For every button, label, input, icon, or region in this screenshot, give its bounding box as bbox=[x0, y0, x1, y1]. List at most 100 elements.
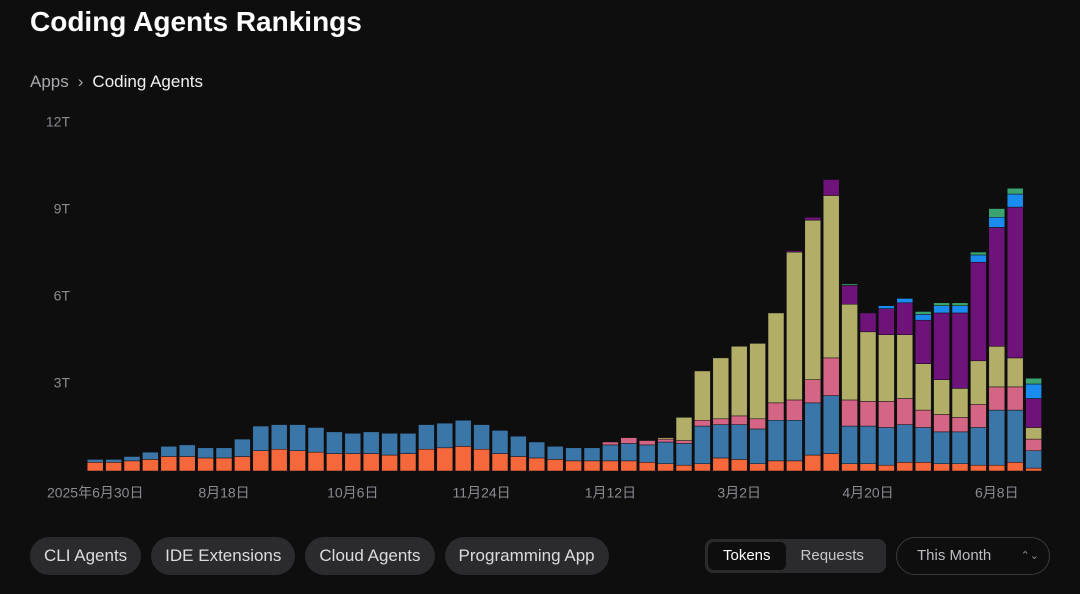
bar-segment bbox=[988, 208, 1006, 218]
bar-segment bbox=[399, 453, 417, 472]
bar-segment bbox=[896, 302, 914, 335]
filter-chips: CLI Agents IDE Extensions Cloud Agents P… bbox=[30, 537, 609, 575]
bar-segment bbox=[914, 427, 932, 463]
breadcrumb-current: Coding Agents bbox=[92, 72, 204, 91]
bar-segment bbox=[565, 447, 582, 462]
bar-segment bbox=[270, 424, 288, 450]
bar-segment bbox=[197, 447, 214, 459]
bar-segment bbox=[951, 417, 969, 433]
bar-segment bbox=[988, 346, 1006, 388]
bar-segment bbox=[933, 379, 950, 415]
bar-segment bbox=[694, 463, 711, 472]
bar-segment bbox=[473, 449, 490, 472]
bar-segment bbox=[473, 424, 490, 450]
bar-segment bbox=[1025, 438, 1042, 451]
bar-segment bbox=[988, 464, 1006, 472]
bar-segment bbox=[362, 453, 380, 472]
bar-segment bbox=[657, 438, 674, 443]
bar-segment bbox=[988, 227, 1006, 347]
bar-segment bbox=[510, 435, 527, 457]
period-dropdown[interactable]: This Month ⌃⌄ bbox=[896, 537, 1050, 575]
bar-segment bbox=[933, 302, 950, 306]
bar-segment bbox=[786, 399, 803, 421]
bar-segment bbox=[694, 425, 711, 464]
bar-segment bbox=[105, 462, 122, 472]
bar-segment bbox=[896, 298, 914, 304]
bar-segment bbox=[841, 425, 858, 464]
bar-segment bbox=[399, 433, 417, 454]
bar-segment bbox=[528, 441, 546, 459]
bar-segment bbox=[859, 401, 877, 427]
bar-segment bbox=[675, 443, 693, 466]
bar-segment bbox=[436, 422, 454, 449]
bar-segment bbox=[123, 460, 141, 472]
bar-segment bbox=[307, 451, 325, 472]
bar-segment bbox=[878, 334, 895, 402]
bar-segment bbox=[951, 463, 969, 472]
bar-segment bbox=[970, 464, 987, 472]
bar-segment bbox=[878, 305, 895, 309]
bar-segment bbox=[694, 420, 711, 427]
bar-segment bbox=[1006, 462, 1024, 472]
bar-segment bbox=[638, 462, 656, 472]
bar-segment bbox=[418, 424, 435, 450]
bar-segment bbox=[822, 453, 840, 472]
bar-segment bbox=[951, 302, 969, 306]
filter-chip[interactable]: IDE Extensions bbox=[151, 537, 296, 575]
bar-segment bbox=[620, 443, 638, 462]
bar-segment bbox=[951, 388, 969, 418]
toggle-option[interactable]: Requests bbox=[800, 547, 864, 564]
breadcrumb-link[interactable]: Apps bbox=[30, 72, 69, 91]
bar-segment bbox=[878, 427, 895, 466]
bar-segment bbox=[510, 456, 527, 472]
dropdown-value: This Month bbox=[917, 547, 992, 564]
bar-segment bbox=[234, 456, 251, 472]
bar-segment bbox=[988, 409, 1006, 466]
filter-chip[interactable]: CLI Agents bbox=[30, 537, 142, 575]
bar-segment bbox=[951, 431, 969, 465]
bar-segment bbox=[970, 360, 987, 405]
bar-segment bbox=[142, 459, 159, 472]
x-tick-label: 6月8日 bbox=[975, 485, 1019, 501]
bar-segment bbox=[896, 462, 914, 472]
bar-segment bbox=[197, 457, 214, 472]
bar-segment bbox=[970, 404, 987, 428]
bar-segment bbox=[675, 440, 693, 444]
bar-segment bbox=[326, 453, 343, 472]
bar-segment bbox=[712, 357, 730, 420]
y-tick-label: 9T bbox=[54, 201, 71, 217]
bar-segment bbox=[933, 414, 950, 433]
bar-segment bbox=[381, 454, 398, 472]
bar-segment bbox=[786, 460, 803, 472]
toggle-option[interactable]: Tokens bbox=[708, 542, 786, 570]
bar-segment bbox=[859, 463, 877, 472]
bar-segment bbox=[491, 453, 509, 472]
bar-segment bbox=[270, 449, 288, 472]
bar-segment bbox=[914, 314, 932, 321]
x-tick-label: 8月18日 bbox=[198, 485, 249, 501]
y-tick-label: 3T bbox=[54, 375, 71, 391]
bar-segment bbox=[160, 456, 178, 472]
bar-segment bbox=[933, 463, 950, 472]
bar-segment bbox=[804, 219, 822, 380]
bar-segment bbox=[602, 444, 619, 462]
bar-segment bbox=[1025, 377, 1042, 385]
y-tick-label: 12T bbox=[46, 114, 71, 130]
filter-chip[interactable]: Programming App bbox=[444, 537, 609, 575]
bar-segment bbox=[160, 446, 178, 457]
bar-segment bbox=[914, 311, 932, 315]
bar-segment bbox=[951, 305, 969, 314]
filter-chip[interactable]: Cloud Agents bbox=[305, 537, 435, 575]
bar-segment bbox=[988, 386, 1006, 411]
bar-segment bbox=[878, 308, 895, 335]
bar-segment bbox=[970, 254, 987, 263]
breadcrumb: Apps › Coding Agents bbox=[30, 72, 204, 91]
bar-segment bbox=[289, 450, 306, 472]
bar-segment bbox=[362, 431, 380, 454]
bar-segment bbox=[215, 457, 233, 472]
bar-segment bbox=[546, 446, 564, 460]
bar-segment bbox=[730, 415, 748, 425]
bar-segment bbox=[1006, 409, 1024, 463]
bar-segment bbox=[859, 331, 877, 402]
